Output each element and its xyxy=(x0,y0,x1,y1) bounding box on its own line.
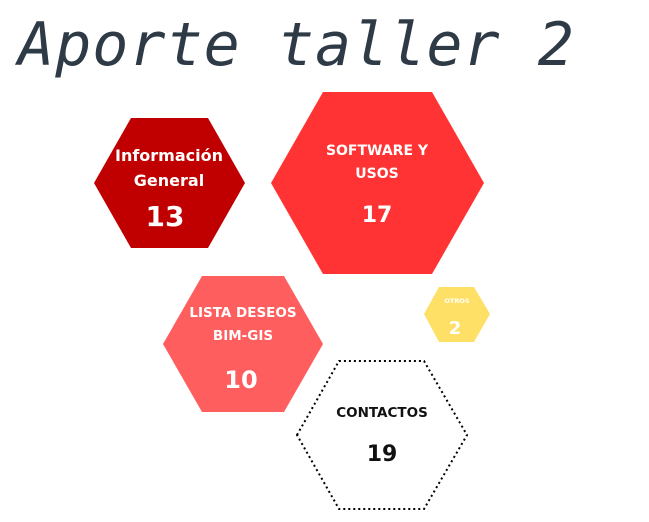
hex-label-line-2: General xyxy=(134,171,204,190)
hex-shape xyxy=(424,287,490,342)
hex-value: 10 xyxy=(224,366,257,394)
hex-label-line-1: LISTA DESEOS xyxy=(189,305,296,321)
hex-label-line-2: USOS xyxy=(355,166,398,182)
hex-otros[interactable]: OTROS 2 xyxy=(424,287,490,342)
hex-lista-deseos-bim-gis[interactable]: LISTA DESEOS BIM-GIS 10 xyxy=(163,276,323,412)
hex-shape xyxy=(271,92,484,274)
page-title: Aporte taller 2 xyxy=(18,10,575,80)
hex-shape xyxy=(163,276,323,412)
hex-shape xyxy=(295,360,469,510)
hex-value: 2 xyxy=(449,318,462,339)
hex-label-line-1: SOFTWARE Y xyxy=(326,143,429,159)
hex-label-line-1: Información xyxy=(115,146,223,165)
hex-shape xyxy=(94,118,245,248)
hex-label: OTROS xyxy=(444,297,469,305)
hex-software-y-usos[interactable]: SOFTWARE Y USOS 17 xyxy=(271,92,484,274)
hex-value: 17 xyxy=(362,203,393,228)
hex-label: CONTACTOS xyxy=(336,405,428,421)
hex-label-line-2: BIM-GIS xyxy=(213,328,273,344)
hex-value: 13 xyxy=(146,200,185,233)
hex-contactos[interactable]: CONTACTOS 19 xyxy=(295,360,469,510)
hex-value: 19 xyxy=(367,442,398,467)
hex-informacion-general[interactable]: Información General 13 xyxy=(94,118,245,248)
